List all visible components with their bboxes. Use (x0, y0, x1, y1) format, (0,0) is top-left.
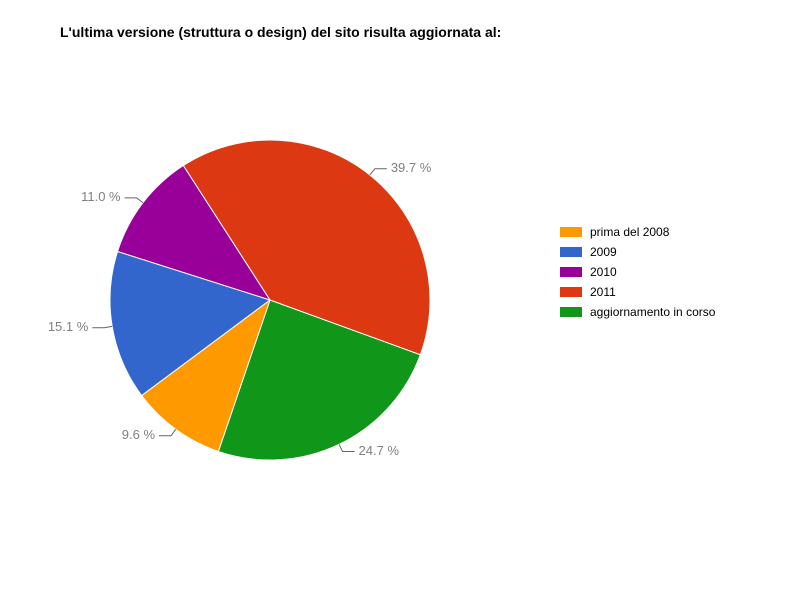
legend-item-2010: 2010 (560, 265, 715, 279)
legend-item-2011: 2011 (560, 285, 715, 299)
pie-svg (110, 140, 430, 460)
legend-swatch-prima2008 (560, 227, 582, 237)
slice-label-prima2008: 9.6 % (122, 427, 155, 442)
slice-label-2011: 39.7 % (391, 160, 431, 175)
legend-label-aggiornamento: aggiornamento in corso (590, 305, 715, 319)
legend-label-prima2008: prima del 2008 (590, 225, 669, 239)
slice-label-2009: 15.1 % (48, 319, 88, 334)
legend-swatch-2010 (560, 267, 582, 277)
legend-item-prima2008: prima del 2008 (560, 225, 715, 239)
legend-label-2009: 2009 (590, 245, 617, 259)
legend-item-2009: 2009 (560, 245, 715, 259)
slice-label-aggiornamento: 24.7 % (359, 443, 399, 458)
pie-chart (110, 140, 430, 465)
legend: prima del 2008 2009 2010 2011 aggiornamento … (560, 225, 715, 325)
legend-label-2010: 2010 (590, 265, 617, 279)
chart-title: L'ultima versione (struttura o design) d… (60, 24, 501, 40)
legend-swatch-2011 (560, 287, 582, 297)
slice-label-2010: 11.0 % (81, 189, 121, 204)
legend-swatch-2009 (560, 247, 582, 257)
legend-label-2011: 2011 (590, 285, 616, 299)
legend-item-aggiornamento: aggiornamento in corso (560, 305, 715, 319)
legend-swatch-aggiornamento (560, 307, 582, 317)
